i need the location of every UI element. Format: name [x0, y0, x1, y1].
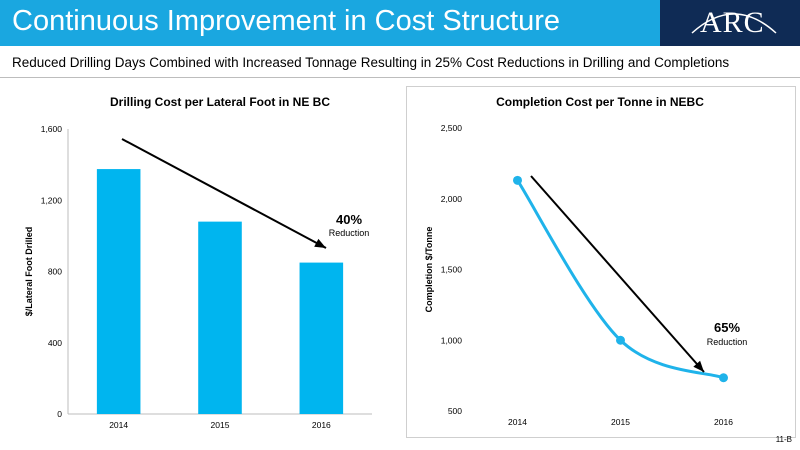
y-tick-label: 1,000	[441, 335, 463, 345]
bar-2015	[198, 221, 242, 414]
logo-text: ARC	[700, 6, 765, 39]
x-tick-label: 2015	[611, 417, 630, 427]
y-tick-label: 400	[48, 338, 62, 348]
x-tick-label: 2016	[714, 417, 733, 427]
y-tick-label: 800	[48, 267, 62, 277]
reduction-percent: 40%	[336, 212, 362, 227]
y-tick-label: 1,200	[41, 195, 63, 205]
reduction-label: Reduction	[329, 228, 370, 238]
series-line	[516, 179, 725, 380]
bar-2014	[96, 169, 141, 414]
data-point-2014	[513, 175, 522, 185]
completion-chart-panel	[406, 86, 796, 438]
x-tick-label: 2014	[109, 420, 128, 430]
y-tick-label: 0	[57, 409, 62, 419]
y-tick-label: 500	[448, 406, 462, 416]
y-tick-label: 1,600	[41, 124, 63, 134]
page-number: 11-B	[775, 435, 792, 444]
logo-arc-icon	[691, 13, 777, 34]
x-tick-label: 2016	[312, 420, 331, 430]
chart-title-drilling: Drilling Cost per Lateral Foot in NE BC	[109, 95, 330, 109]
y-tick-label: 2,500	[441, 123, 463, 133]
page-subtitle: Reduced Drilling Days Combined with Incr…	[12, 55, 730, 70]
reduction-percent: 65%	[714, 320, 740, 335]
y-tick-label: 2,000	[441, 194, 463, 204]
chart-title-completion: Completion Cost per Tonne in NEBC	[496, 95, 704, 109]
x-tick-label: 2015	[211, 420, 230, 430]
reduction-label: Reduction	[707, 337, 748, 347]
arc-logo: ARC	[660, 0, 800, 46]
trend-arrow-line	[121, 138, 327, 249]
trend-arrow-head	[314, 238, 326, 248]
x-tick-label: 2014	[508, 417, 527, 427]
drilling-cost-chart: 0 400 800 1,200 1,600 2014 2015 2016 $/Lateral F…	[24, 124, 372, 430]
trend-arrow-line	[530, 175, 705, 373]
bar-2016	[299, 262, 344, 414]
data-point-2015	[616, 335, 625, 345]
completion-cost-chart: 500 1,000 1,500 2,000 2,500 2014 2015 2016 Compl…	[424, 123, 748, 427]
page-title: Continuous Improvement in Cost Structure	[12, 5, 561, 37]
divider	[0, 77, 800, 78]
y-tick-label: 1,500	[441, 265, 463, 275]
data-point-2016	[719, 373, 728, 383]
y-axis-label: $/Lateral Foot Drilled	[24, 227, 34, 317]
y-axis-label: Completion $/Tonne	[424, 227, 434, 313]
trend-arrow-head	[693, 360, 704, 372]
header-banner: Continuous Improvement in Cost Structure…	[0, 0, 800, 46]
